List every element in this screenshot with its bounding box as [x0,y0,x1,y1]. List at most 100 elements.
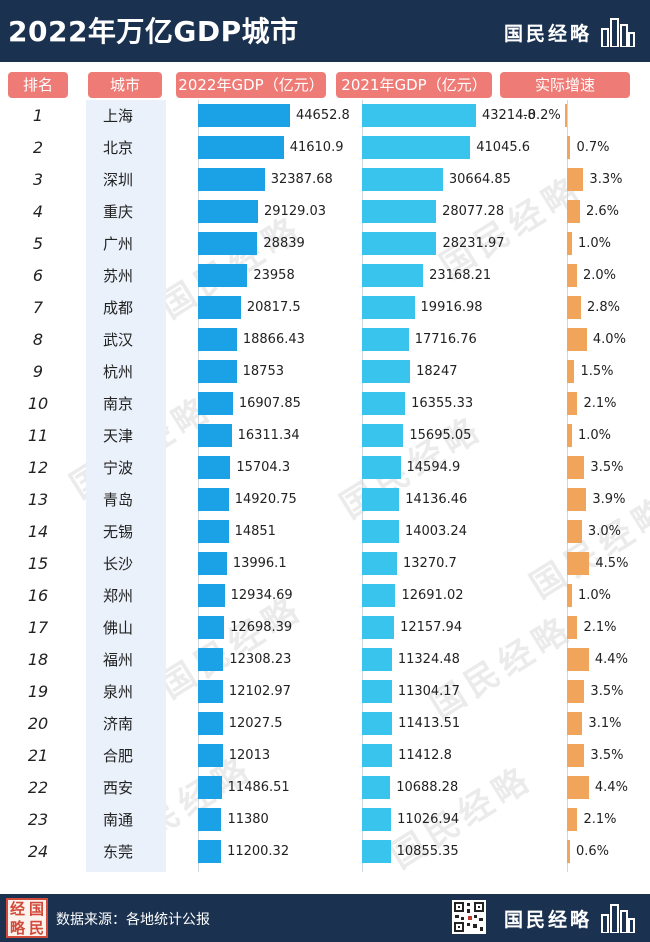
city-cell: 长沙 [103,554,134,573]
value-2021: 28231.97 [442,235,505,251]
city-cell: 佛山 [103,618,134,637]
bar-growth [565,104,567,127]
bar-2022 [198,808,222,831]
value-2021: 17716.76 [414,331,477,347]
footer-bar: 经 国 略 民 数据来源：各地统计公报 国民经略 [0,894,650,942]
bar-2022 [198,648,224,671]
rank-cell: 3 [32,169,44,189]
value-2022: 14920.75 [234,491,297,507]
value-2022: 13996.1 [232,555,287,571]
bar-2022 [198,712,223,735]
city-cell: 福州 [103,650,134,669]
bar-2022 [198,616,225,639]
value-2021: 19916.98 [420,299,483,315]
bar-2022 [198,200,259,223]
city-cell: 合肥 [103,746,134,765]
value-2022: 12102.97 [228,683,291,699]
value-growth: 3.3% [589,171,623,187]
value-2021: 10855.35 [396,843,459,859]
value-2022: 12698.39 [230,619,293,635]
value-growth: 4.4% [594,779,628,795]
city-cell: 北京 [103,138,134,157]
value-2021: 14003.24 [404,523,467,539]
rank-cell: 12 [27,457,49,477]
value-2022: 18753 [242,363,284,379]
value-2022: 16907.85 [238,395,301,411]
bar-2022 [198,584,225,607]
rank-cell: 15 [27,553,49,573]
bar-2022 [198,488,229,511]
qr-code-icon [452,900,486,934]
data-source: 数据来源：各地统计公报 [56,912,210,928]
bar-2022 [198,424,232,447]
value-2021: 14594.9 [406,459,461,475]
value-2022: 15704.3 [236,459,291,475]
value-growth: 3.0% [587,523,621,539]
bar-2021 [362,456,401,479]
value-growth: 2.6% [585,203,619,219]
value-2021: 16355.33 [411,395,474,411]
value-growth: 1.0% [577,235,611,251]
bar-2021 [362,104,476,127]
rank-cell: 6 [32,265,44,285]
city-cell: 苏州 [103,266,134,285]
bar-growth [567,328,587,351]
header-city: 城市 [88,72,162,98]
bar-2021 [362,776,391,799]
bar-growth [567,680,585,703]
value-2022: 18866.43 [242,331,305,347]
bar-2021 [362,648,392,671]
building-skyline-icon [601,18,635,47]
value-growth: 0.7% [576,139,610,155]
bar-growth [567,136,571,159]
header-growth: 实际增速 [500,72,630,98]
brand-logo-top: 国民经略 [504,16,636,48]
bar-2021 [362,520,399,543]
bar-2022 [198,840,222,863]
value-2021: 43214.8 [482,107,536,123]
bar-growth [567,648,589,671]
page-title: 2022年万亿GDP城市 [8,15,299,48]
city-cell: 天津 [103,426,134,445]
value-growth: 2.0% [582,267,616,283]
value-2022: 28839 [263,235,305,251]
city-cell: 武汉 [103,330,134,349]
value-2022: 12308.23 [229,651,292,667]
bar-growth [567,552,590,575]
city-cell: 南通 [103,810,134,829]
value-growth: 0.6% [575,843,610,859]
bar-2021 [362,328,409,351]
bar-growth [567,200,580,223]
bar-2021 [362,488,400,511]
value-2021: 18247 [416,363,458,379]
bar-2021 [362,392,406,415]
bar-growth [567,360,575,383]
bar-2021 [362,200,437,223]
bar-2021 [362,712,393,735]
rank-cell: 24 [27,841,49,861]
rank-cell: 17 [27,617,49,637]
bar-2021 [362,264,424,287]
value-growth: 2.1% [583,395,617,411]
bar-2021 [362,616,395,639]
value-growth: 3.1% [588,715,622,731]
bar-2022 [198,680,223,703]
value-growth: 3.9% [592,491,626,507]
building-skyline-icon [601,904,635,933]
bar-growth [567,296,581,319]
bar-2022 [198,744,223,767]
value-2022: 11380 [227,811,269,827]
value-growth: 1.0% [577,427,611,443]
bar-2022 [198,552,227,575]
seal-logo: 经 国 略 民 [6,898,48,938]
bar-2021 [362,584,396,607]
bar-2021 [362,808,392,831]
brand-logo-bottom: 国民经略 [504,902,636,934]
bar-2022 [198,104,290,127]
rank-cell: 11 [27,425,49,445]
city-column-background [86,100,166,872]
value-2021: 12157.94 [400,619,463,635]
city-cell: 济南 [103,714,134,733]
city-cell: 上海 [103,106,134,125]
